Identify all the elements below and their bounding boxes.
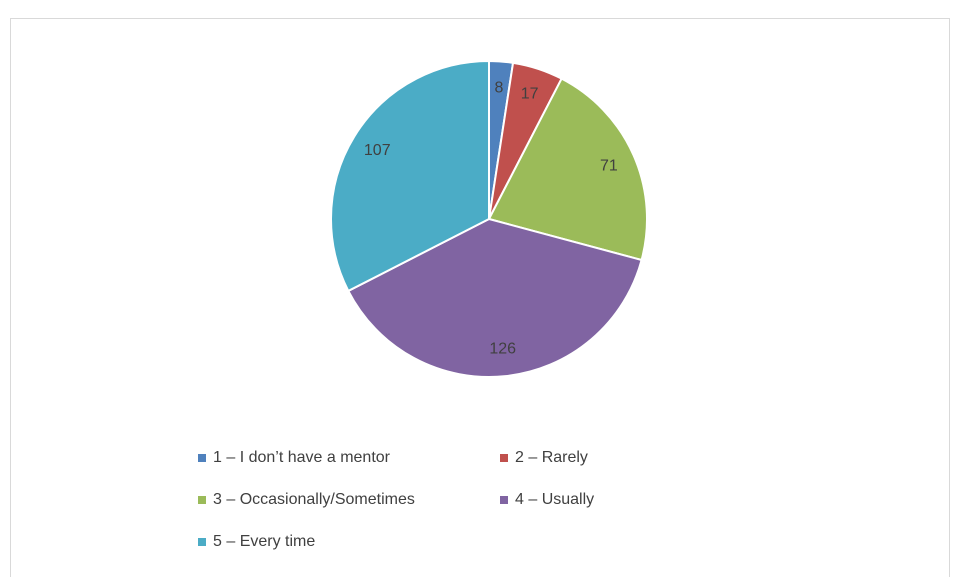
legend-label: 3 – Occasionally/Sometimes — [213, 491, 415, 508]
legend-marker — [500, 454, 508, 462]
legend-marker — [198, 538, 206, 546]
legend-label: 4 – Usually — [515, 491, 594, 508]
data-label: 8 — [495, 80, 504, 97]
pie-slice — [330, 59, 490, 293]
data-label: 71 — [600, 157, 618, 174]
legend-marker — [500, 496, 508, 504]
legend-label: 5 – Every time — [213, 533, 315, 550]
legend-marker — [198, 454, 206, 462]
pie-slice — [487, 77, 648, 262]
legend-label: 2 – Rarely — [515, 449, 588, 466]
legend-marker — [198, 496, 206, 504]
pie-slice — [346, 217, 643, 378]
data-label: 107 — [364, 142, 391, 159]
data-label: 126 — [489, 340, 516, 357]
data-label: 17 — [521, 86, 539, 103]
legend-label: 1 – I don’t have a mentor — [213, 449, 391, 466]
